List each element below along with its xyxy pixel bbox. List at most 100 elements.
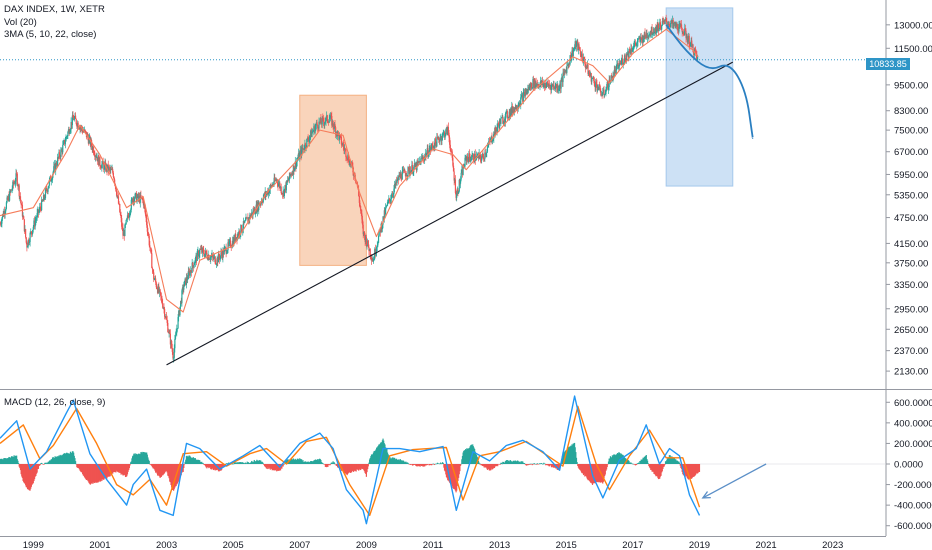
candle-body [300, 149, 302, 156]
histogram-bar [580, 464, 582, 472]
candle-body [467, 158, 469, 162]
candle-body [647, 37, 649, 38]
histogram-bar [250, 462, 252, 464]
histogram-bar [459, 464, 461, 472]
candle-body [315, 125, 317, 128]
candle-body [497, 123, 499, 128]
histogram-bar [392, 457, 394, 464]
histogram-bar [461, 459, 463, 464]
candle-body [167, 322, 169, 332]
histogram-bar [511, 462, 514, 464]
histogram-bar [8, 456, 10, 464]
candle-body [272, 184, 274, 186]
histogram-bar [252, 461, 254, 464]
histogram-bar [55, 456, 57, 464]
histogram-bar [158, 464, 161, 477]
candle-body [283, 191, 285, 196]
histogram-bar [456, 464, 458, 486]
candle-body [227, 242, 229, 251]
histogram-bar [355, 464, 357, 472]
histogram-bar [172, 464, 175, 491]
candle-body [341, 144, 343, 146]
histogram-bar [506, 460, 508, 464]
candle-body [446, 127, 448, 135]
candle-body [460, 172, 462, 180]
histogram-bar [313, 460, 316, 464]
price-tick-label-14: 2650.00 [894, 325, 928, 336]
histogram-bar [343, 464, 345, 473]
candle-body [58, 152, 61, 157]
candle-body [560, 81, 562, 89]
histogram-bar [487, 464, 489, 469]
histogram-bar [513, 461, 515, 464]
histogram-bar [82, 464, 84, 476]
candle-body [237, 234, 239, 240]
candle-body [383, 216, 385, 220]
candle-body [331, 120, 334, 126]
candle-body [274, 177, 276, 181]
candle-body [513, 109, 515, 113]
candle-body [527, 89, 529, 93]
histogram-bar [146, 452, 148, 464]
candle-body [664, 19, 666, 21]
candle-body [502, 122, 505, 124]
candle-body [127, 215, 129, 217]
candle-body [91, 146, 93, 150]
candle-body [287, 180, 289, 181]
candle-body [561, 77, 563, 83]
candle-body [421, 157, 423, 159]
histogram-bar [62, 455, 64, 464]
candle-body [439, 138, 441, 142]
candle-body [454, 179, 456, 181]
candle-body [552, 84, 554, 87]
moving-average-indicator-label: 3MA (5, 10, 22, close) [4, 29, 97, 40]
candle-body [118, 203, 120, 205]
histogram-bar [190, 457, 192, 464]
candle-body [166, 319, 168, 323]
candle-body [462, 166, 464, 176]
candle-body [185, 278, 187, 285]
candle-body [524, 92, 526, 97]
candle-body [324, 121, 326, 123]
candle-body [622, 58, 624, 65]
candle-body [468, 153, 471, 158]
price-tick-label-12: 3350.00 [894, 280, 928, 291]
histogram-bar [178, 464, 180, 481]
histogram-bar [261, 461, 263, 464]
histogram-bar [258, 460, 260, 464]
histogram-bar [529, 463, 531, 465]
histogram-bar [342, 464, 344, 472]
candle-body [38, 210, 40, 214]
histogram-bar [348, 464, 350, 473]
histogram-bar [465, 449, 467, 464]
candle-body [680, 24, 683, 29]
candle-body [279, 186, 282, 189]
candle-body [98, 157, 100, 166]
histogram-bar [237, 462, 239, 464]
candle-body [336, 131, 339, 136]
candle-body [358, 189, 360, 196]
histogram-bar [633, 464, 635, 465]
candle-body [209, 259, 211, 260]
histogram-bar [105, 464, 107, 479]
candle-body [568, 63, 571, 65]
candle-body [128, 214, 130, 218]
histogram-bar [418, 464, 421, 467]
histogram-bar [255, 461, 257, 464]
histogram-bar [363, 464, 365, 471]
candle-body [172, 357, 175, 359]
candle-body [96, 157, 98, 162]
histogram-bar [350, 464, 352, 473]
histogram-bar [525, 464, 527, 466]
histogram-bar [311, 461, 314, 464]
histogram-bar [310, 461, 312, 464]
candle-body [559, 83, 562, 89]
histogram-bar [617, 453, 619, 464]
candle-body [434, 138, 436, 149]
candle-body [172, 351, 174, 359]
histogram-bar [545, 464, 547, 466]
candle-body [677, 30, 679, 32]
histogram-bar [599, 464, 601, 483]
histogram-bar [107, 464, 109, 477]
